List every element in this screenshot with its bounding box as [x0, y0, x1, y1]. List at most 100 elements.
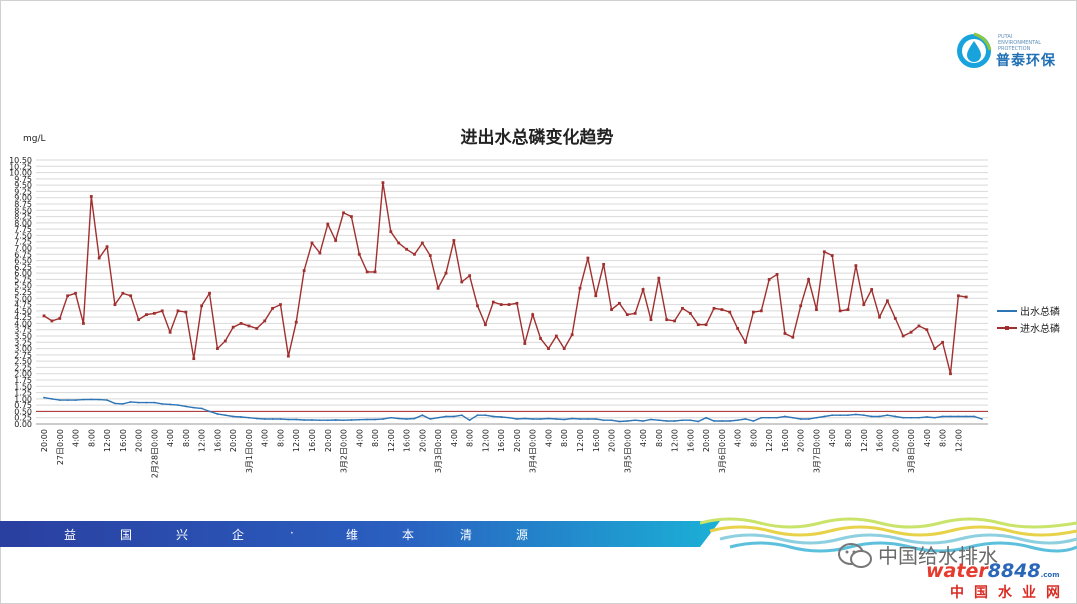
data-point — [917, 324, 921, 328]
data-point — [618, 301, 621, 305]
slogan-char: 维 — [346, 528, 359, 542]
x-tick-label: 8:00 — [655, 429, 664, 447]
data-point — [736, 419, 739, 422]
data-point — [752, 420, 755, 422]
slogan-char: 清 — [460, 528, 473, 542]
data-point — [641, 288, 645, 291]
gridlines — [36, 159, 988, 425]
x-tick-label: 8:00 — [276, 429, 285, 447]
series-line — [43, 396, 983, 423]
y-tick-label: 9.25 — [14, 187, 32, 196]
data-point — [294, 320, 298, 324]
x-tick-label: 20:00 — [324, 429, 333, 452]
y-tick-label: 10.50 — [9, 156, 32, 165]
data-point — [263, 319, 267, 323]
company-logo: PUTAI ENVIRONMENTAL PROTECTION 普泰环保 — [948, 28, 1058, 72]
y-tick-label: 6.25 — [14, 263, 32, 272]
y-tick-label: 6.50 — [14, 257, 32, 266]
x-tick-label: 27日0:00 — [56, 429, 65, 465]
data-point — [350, 419, 353, 421]
series-inlet-phosphorus — [42, 181, 968, 376]
y-axis-unit-label: mg/L — [23, 134, 46, 144]
data-point — [886, 299, 889, 303]
x-tick-label: 4:00 — [828, 429, 837, 447]
data-point — [956, 294, 960, 298]
data-point — [728, 420, 731, 422]
data-point — [933, 347, 937, 350]
data-point — [547, 417, 550, 420]
x-tick-label: 12:00 — [103, 429, 112, 452]
data-point — [413, 252, 416, 256]
data-point — [89, 195, 93, 198]
x-tick-label: 3月8日0:00 — [907, 429, 916, 473]
data-point — [776, 416, 778, 419]
y-tick-label: 0.00 — [14, 420, 32, 429]
y-tick-label: 4.25 — [14, 313, 32, 322]
data-point — [767, 278, 771, 281]
watermark-subtitle: 中国水业网 — [950, 585, 1070, 601]
slogan-char: 兴 — [176, 528, 189, 542]
data-point — [50, 319, 54, 323]
y-tick-label: 0.50 — [14, 407, 32, 416]
data-point — [941, 340, 944, 344]
data-point — [704, 323, 708, 327]
data-point — [239, 322, 243, 325]
y-tick-label: 1.75 — [14, 376, 32, 385]
data-point — [902, 416, 905, 419]
data-point — [720, 420, 723, 422]
data-point — [129, 294, 133, 298]
y-tick-label: 0.25 — [14, 414, 32, 423]
x-tick-label: 16:00 — [403, 429, 412, 452]
legend-label: 进水总磷 — [1020, 322, 1060, 335]
x-tick-label: 20:00 — [135, 429, 144, 452]
logo-english-name: PUTAI ENVIRONMENTAL PROTECTION — [998, 34, 1042, 52]
x-tick-label: 3月3日0:00 — [434, 429, 443, 473]
x-tick-label: 8:00 — [371, 429, 380, 447]
data-point — [468, 274, 472, 278]
data-point — [807, 278, 810, 281]
data-point — [145, 401, 148, 404]
data-point — [775, 273, 779, 276]
data-point — [311, 419, 313, 421]
data-point — [114, 402, 116, 405]
data-point — [523, 342, 527, 345]
data-point — [807, 418, 810, 420]
x-tick-label: 20:00 — [797, 429, 806, 452]
logo-chinese-name: 普泰环保 — [996, 53, 1056, 69]
data-point — [491, 300, 495, 304]
watermark-brand-b: 8848 — [987, 560, 1041, 582]
data-point — [192, 406, 195, 409]
x-tick-label: 20:00 — [229, 429, 238, 452]
data-point — [192, 357, 196, 361]
data-point — [137, 318, 140, 322]
watermark-brand-a: water — [926, 560, 988, 582]
data-point — [752, 310, 755, 314]
x-tick-label: 12:00 — [481, 429, 490, 452]
x-tick-label: 2月28日0:00 — [150, 429, 159, 478]
data-point — [113, 303, 117, 306]
data-point — [429, 418, 432, 420]
y-tick-label: 5.00 — [14, 294, 32, 303]
data-point — [894, 415, 897, 418]
data-point — [665, 420, 668, 422]
data-point — [933, 416, 936, 419]
data-point — [334, 419, 337, 421]
data-point — [66, 399, 69, 402]
data-point — [650, 418, 652, 421]
data-point — [248, 416, 250, 419]
data-point — [594, 294, 598, 298]
x-tick-label: 12:00 — [765, 429, 774, 452]
slogan-band — [0, 521, 720, 547]
data-point — [744, 418, 747, 420]
x-tick-label: 12:00 — [292, 429, 301, 452]
data-point — [444, 271, 448, 275]
data-point — [436, 286, 440, 290]
data-point — [255, 417, 258, 420]
data-point — [586, 256, 590, 260]
data-point — [397, 417, 400, 420]
data-point — [437, 416, 440, 419]
data-point — [791, 416, 794, 419]
data-point — [263, 418, 266, 420]
data-point — [58, 399, 61, 402]
x-tick-label: 16:00 — [308, 429, 317, 452]
